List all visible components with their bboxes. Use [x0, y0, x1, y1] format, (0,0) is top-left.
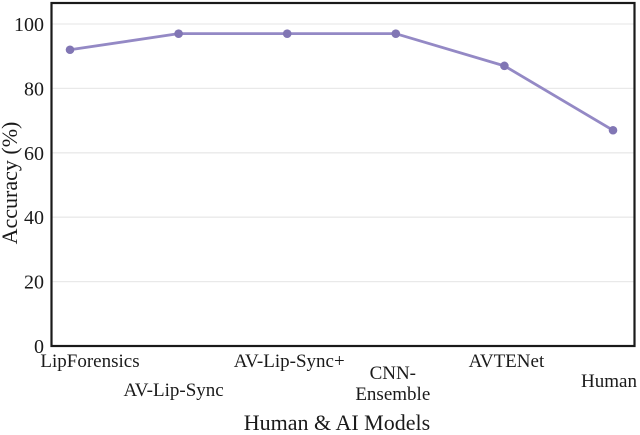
x-axis-title: Human & AI Models — [244, 410, 430, 435]
x-category-label: Human — [581, 371, 637, 392]
data-point-human — [608, 125, 618, 135]
y-tick-label: 20 — [24, 272, 44, 294]
data-point-av-lip-sync+ — [282, 29, 292, 38]
x-category-label: Ensemble — [355, 384, 430, 405]
data-point-av-lip-sync — [174, 29, 183, 38]
y-tick-label: 40 — [24, 207, 44, 229]
x-category-label: AVTENet — [469, 351, 545, 372]
x-category-label: LipForensics — [40, 351, 139, 372]
y-axis-title: Accuracy (%) — [0, 122, 22, 245]
y-axis-tick-labels: 0 20 40 60 80 100 — [14, 14, 44, 358]
data-point-lipforensics — [65, 45, 75, 55]
y-tick-label: 100 — [14, 14, 44, 36]
x-category-label: AV-Lip-Sync — [123, 380, 223, 401]
y-tick-label: 60 — [24, 143, 44, 165]
series-line — [68, 32, 615, 132]
plot-border — [50, 1, 636, 348]
x-axis-category-labels: LipForensics AV-Lip-Sync AV-Lip-Sync+ CNN-E… — [40, 351, 637, 405]
x-category-label: CNN- — [370, 363, 416, 384]
y-tick-label: 80 — [24, 78, 44, 100]
x-category-label: AV-Lip-Sync+ — [234, 351, 345, 372]
series-group — [65, 29, 618, 135]
data-point-cnn-ensemble — [391, 29, 401, 38]
gridlines — [52, 23, 634, 283]
y-tick-label: 0 — [34, 336, 44, 358]
data-point-avtenet — [500, 61, 509, 71]
